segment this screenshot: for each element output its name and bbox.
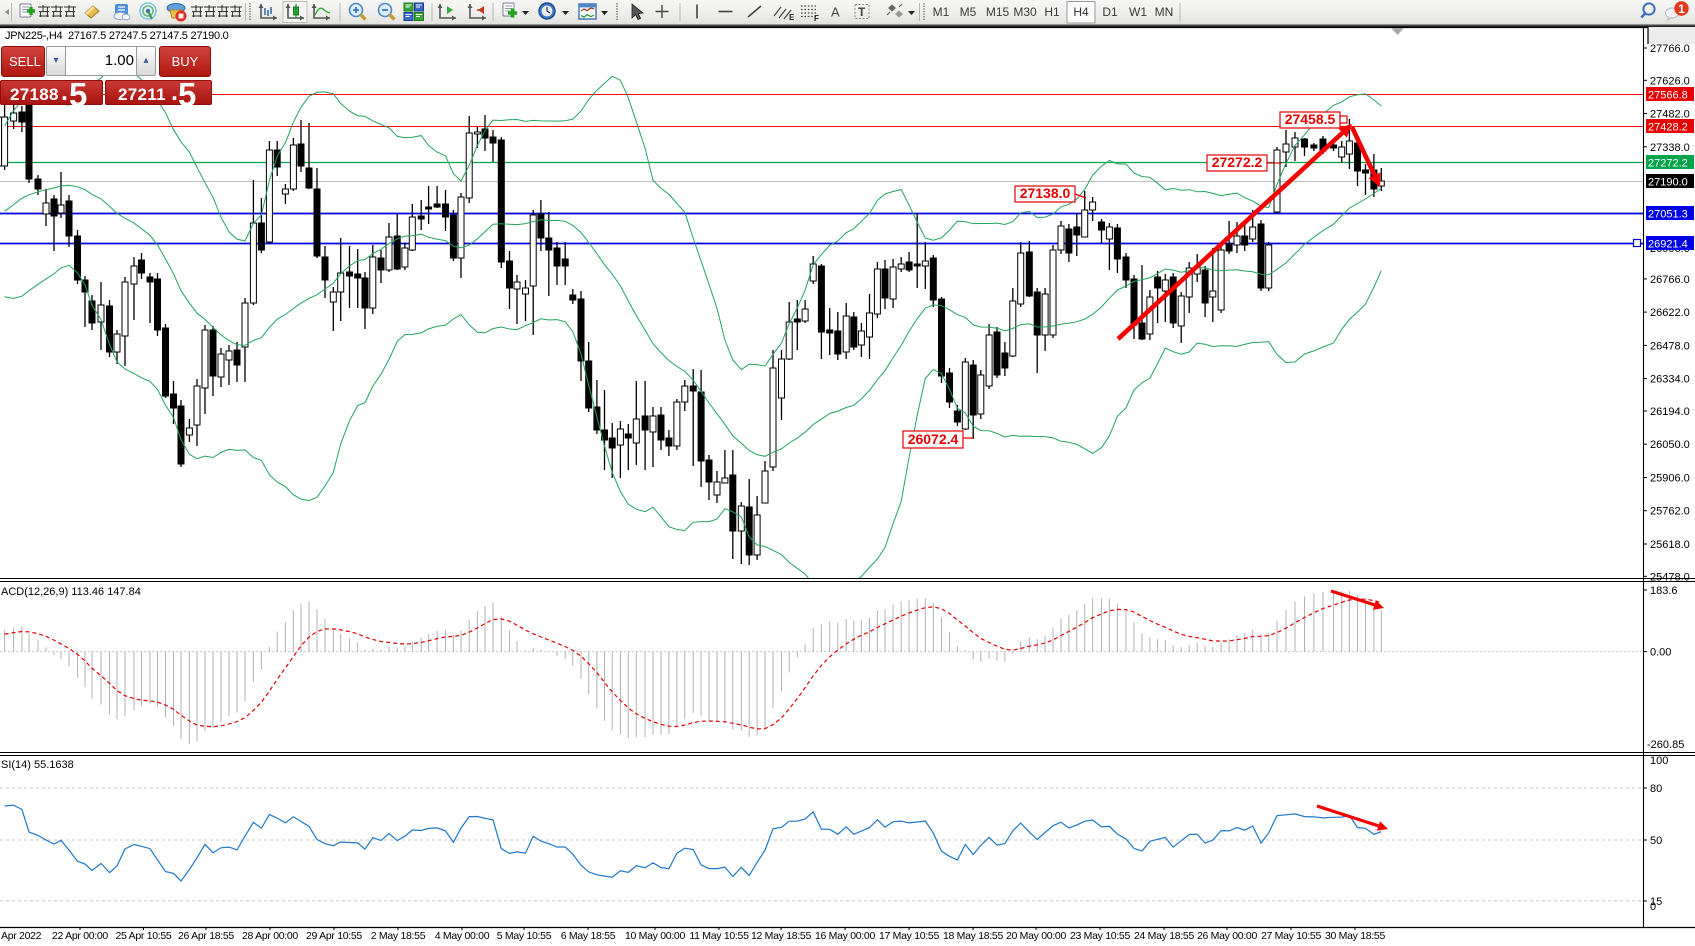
svg-text:27566.8: 27566.8: [1648, 90, 1688, 102]
svg-text:5 May 10:55: 5 May 10:55: [497, 930, 552, 942]
svg-text:ACD(12,26,9) 113.46 147.84: ACD(12,26,9) 113.46 147.84: [1, 586, 141, 598]
svg-text:H1: H1: [1044, 5, 1060, 19]
svg-text:27626.0: 27626.0: [1650, 75, 1690, 87]
svg-text:27138.0: 27138.0: [1020, 185, 1071, 201]
svg-text:27766.0: 27766.0: [1650, 43, 1690, 55]
svg-text:80: 80: [1650, 783, 1662, 795]
svg-text:25478.0: 25478.0: [1650, 571, 1690, 583]
svg-text:28 Apr 00:00: 28 Apr 00:00: [242, 930, 298, 942]
svg-text:27051.3: 27051.3: [1648, 209, 1688, 221]
svg-text:22 Apr 00:00: 22 Apr 00:00: [52, 930, 108, 942]
svg-text:26622.0: 26622.0: [1650, 307, 1690, 319]
svg-text:24 May 18:55: 24 May 18:55: [1134, 930, 1194, 942]
svg-text:25 Apr 10:55: 25 Apr 10:55: [116, 930, 172, 942]
svg-text:MN: MN: [1155, 5, 1174, 19]
svg-text:26050.0: 26050.0: [1650, 439, 1690, 451]
svg-text:JPN225-,H4 27167.5 27247.5 27: JPN225-,H4 27167.5 27247.5 27147.5 27190…: [5, 30, 229, 42]
svg-text:15: 15: [1650, 896, 1662, 908]
svg-text:27428.2: 27428.2: [1648, 122, 1688, 134]
svg-text:26194.0: 26194.0: [1650, 406, 1690, 418]
svg-text:T: T: [858, 5, 866, 19]
svg-text:29 Apr 10:55: 29 Apr 10:55: [306, 930, 362, 942]
svg-text:25762.0: 25762.0: [1650, 506, 1690, 518]
svg-text:0: 0: [1650, 901, 1656, 913]
svg-text:-260.85: -260.85: [1647, 739, 1684, 751]
svg-text:183.6: 183.6: [1650, 585, 1678, 597]
svg-text:12 May 18:55: 12 May 18:55: [751, 930, 811, 942]
svg-text:50: 50: [1650, 835, 1662, 847]
svg-text:M30: M30: [1013, 5, 1037, 19]
svg-text:16 May 00:00: 16 May 00:00: [815, 930, 875, 942]
svg-text:M1: M1: [933, 5, 950, 19]
svg-text:20 May 00:00: 20 May 00:00: [1006, 930, 1066, 942]
svg-text:SI(14) 55.1638: SI(14) 55.1638: [1, 759, 74, 771]
svg-text:17 May 10:55: 17 May 10:55: [879, 930, 939, 942]
svg-text:26921.4: 26921.4: [1648, 239, 1688, 251]
svg-text:25906.0: 25906.0: [1650, 473, 1690, 485]
svg-text:100: 100: [1650, 755, 1668, 767]
svg-text:18 May 18:55: 18 May 18:55: [943, 930, 1003, 942]
svg-text:M5: M5: [960, 5, 977, 19]
svg-text:26 May 00:00: 26 May 00:00: [1197, 930, 1257, 942]
svg-text:F: F: [814, 14, 819, 23]
svg-text:11 May 10:55: 11 May 10:55: [689, 930, 749, 942]
svg-text:26334.0: 26334.0: [1650, 374, 1690, 386]
svg-text:27338.0: 27338.0: [1650, 142, 1690, 154]
svg-text:D1: D1: [1102, 5, 1118, 19]
svg-text:4 May 00:00: 4 May 00:00: [435, 930, 490, 942]
svg-text:23 May 10:55: 23 May 10:55: [1070, 930, 1130, 942]
svg-text:26 Apr 18:55: 26 Apr 18:55: [178, 930, 234, 942]
svg-text:1: 1: [1678, 2, 1685, 16]
svg-text:27272.2: 27272.2: [1648, 158, 1688, 170]
svg-text:30 May 18:55: 30 May 18:55: [1325, 930, 1385, 942]
svg-text:25618.0: 25618.0: [1650, 539, 1690, 551]
svg-text:W1: W1: [1129, 5, 1147, 19]
svg-text:27272.2: 27272.2: [1212, 154, 1263, 170]
svg-text:M15: M15: [986, 5, 1010, 19]
svg-text:0.00: 0.00: [1650, 647, 1671, 659]
svg-text:26478.0: 26478.0: [1650, 340, 1690, 352]
svg-text:Apr 2022: Apr 2022: [1, 930, 42, 942]
svg-text:26072.4: 26072.4: [908, 431, 959, 447]
svg-text:27482.0: 27482.0: [1650, 109, 1690, 121]
svg-text:27 May 10:55: 27 May 10:55: [1261, 930, 1321, 942]
svg-text:A: A: [831, 5, 840, 20]
svg-text:27458.5: 27458.5: [1285, 111, 1336, 127]
svg-text:2 May 18:55: 2 May 18:55: [371, 930, 426, 942]
svg-text:26766.0: 26766.0: [1650, 274, 1690, 286]
svg-text:6 May 18:55: 6 May 18:55: [561, 930, 616, 942]
svg-text:H4: H4: [1073, 5, 1089, 19]
svg-text:27190.0: 27190.0: [1648, 177, 1688, 189]
svg-text:E: E: [789, 13, 795, 22]
svg-text:10 May 00:00: 10 May 00:00: [625, 930, 685, 942]
